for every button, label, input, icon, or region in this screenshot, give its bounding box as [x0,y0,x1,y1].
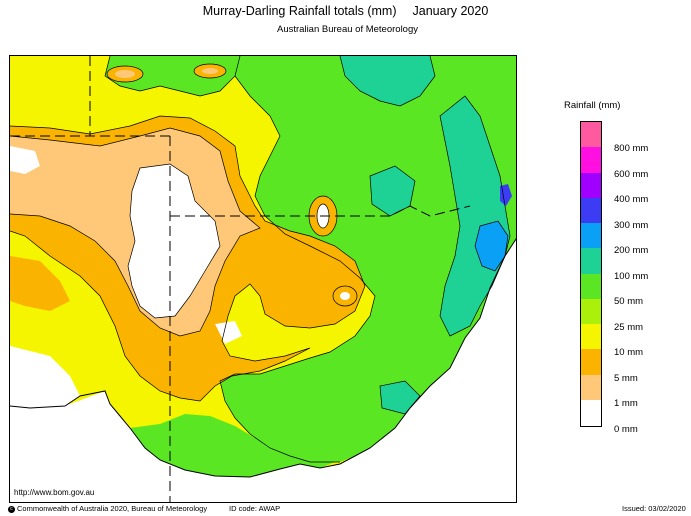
band-300mm-coast [500,184,512,206]
contour-200mm [474,220,509,272]
contour-50mm [104,56,241,97]
contour-5mm [10,127,261,337]
contour-1mm [127,163,221,319]
legend-swatch [581,349,601,375]
legend-swatch [581,172,601,198]
copyright-icon: c [8,505,15,513]
coastline [10,238,516,478]
legend-label: 1 mm [614,398,638,409]
legend-label: 10 mm [614,347,644,358]
band-1mm-east-spot [340,292,350,300]
rainfall-map-svg [10,56,516,502]
legend-label: 25 mm [614,321,644,333]
band-5mm-north-spot-2 [202,68,218,74]
band-1mm-south [215,321,242,344]
band-10mm-west [10,256,70,311]
band-1mm-west [10,146,40,174]
contour-100mm-inland [369,165,416,217]
band-50mm-south [130,414,340,477]
legend-swatch [581,374,601,400]
legend-label: 800 mm [614,143,649,154]
legend-title: Rainfall (mm) [564,100,621,111]
legend-label: 0 mm [614,423,638,435]
map-subtitle: Australian Bureau of Meteorology [277,24,418,35]
title-text: Murray-Darling Rainfall totals (mm) [202,4,397,18]
map-boundaries [10,56,516,502]
legend-swatch [581,197,601,223]
rainfall-fills [10,56,516,502]
band-100mm-coast [440,96,510,336]
issued-date: Issued: 03/02/2020 [622,504,686,513]
band-5mm-north-spot-1 [115,70,135,78]
legend-label: 5 mm [614,372,638,384]
contour-inland-spot-inner [316,203,330,229]
legend-colorbar [580,121,602,427]
legend-label: 50 mm [614,296,644,307]
band-100mm-inland [370,166,415,216]
gulf-inlet [10,346,80,408]
contour-100mm [439,95,511,337]
band-1mm-central [128,164,220,318]
contour-north-spot-1 [106,65,144,83]
contour-inland-spot [308,195,338,237]
contour-east-spot [332,285,358,307]
map-source-url: http://www.bom.gov.au [14,488,95,497]
legend-swatch [581,122,601,148]
band-100mm-south [380,381,420,414]
legend-swatch [581,223,601,249]
legend-label: 300 mm [614,219,649,231]
band-100mm-north [340,56,435,106]
legend-label: 600 mm [614,168,649,180]
rainfall-map [9,55,517,503]
legend-label: 100 mm [614,270,649,282]
band-200mm-coast [475,221,508,271]
title-period: January 2020 [412,4,489,18]
ocean-south [10,239,516,502]
copyright-notice: c Commonwealth of Australia 2020, Bureau … [8,504,207,513]
legend-swatch [581,147,601,173]
band-50mm-east [220,56,516,462]
legend-swatch [581,298,601,324]
copyright-text: Commonwealth of Australia 2020, Bureau o… [17,504,208,513]
legend-label: 200 mm [614,245,649,256]
contour-50mm-east [219,75,376,463]
legend-swatch [581,324,601,350]
legend-label: 400 mm [614,194,649,205]
id-code: ID code: AWAP [229,504,281,513]
contour-100mm-north [339,56,436,107]
map-title: Murray-Darling Rainfall totals (mm) Janua… [0,4,691,18]
contour-north-spot-2 [193,63,227,79]
legend-swatch [581,399,601,425]
contour-10mm [10,115,366,402]
legend-swatch [581,273,601,299]
legend-swatch [581,248,601,274]
